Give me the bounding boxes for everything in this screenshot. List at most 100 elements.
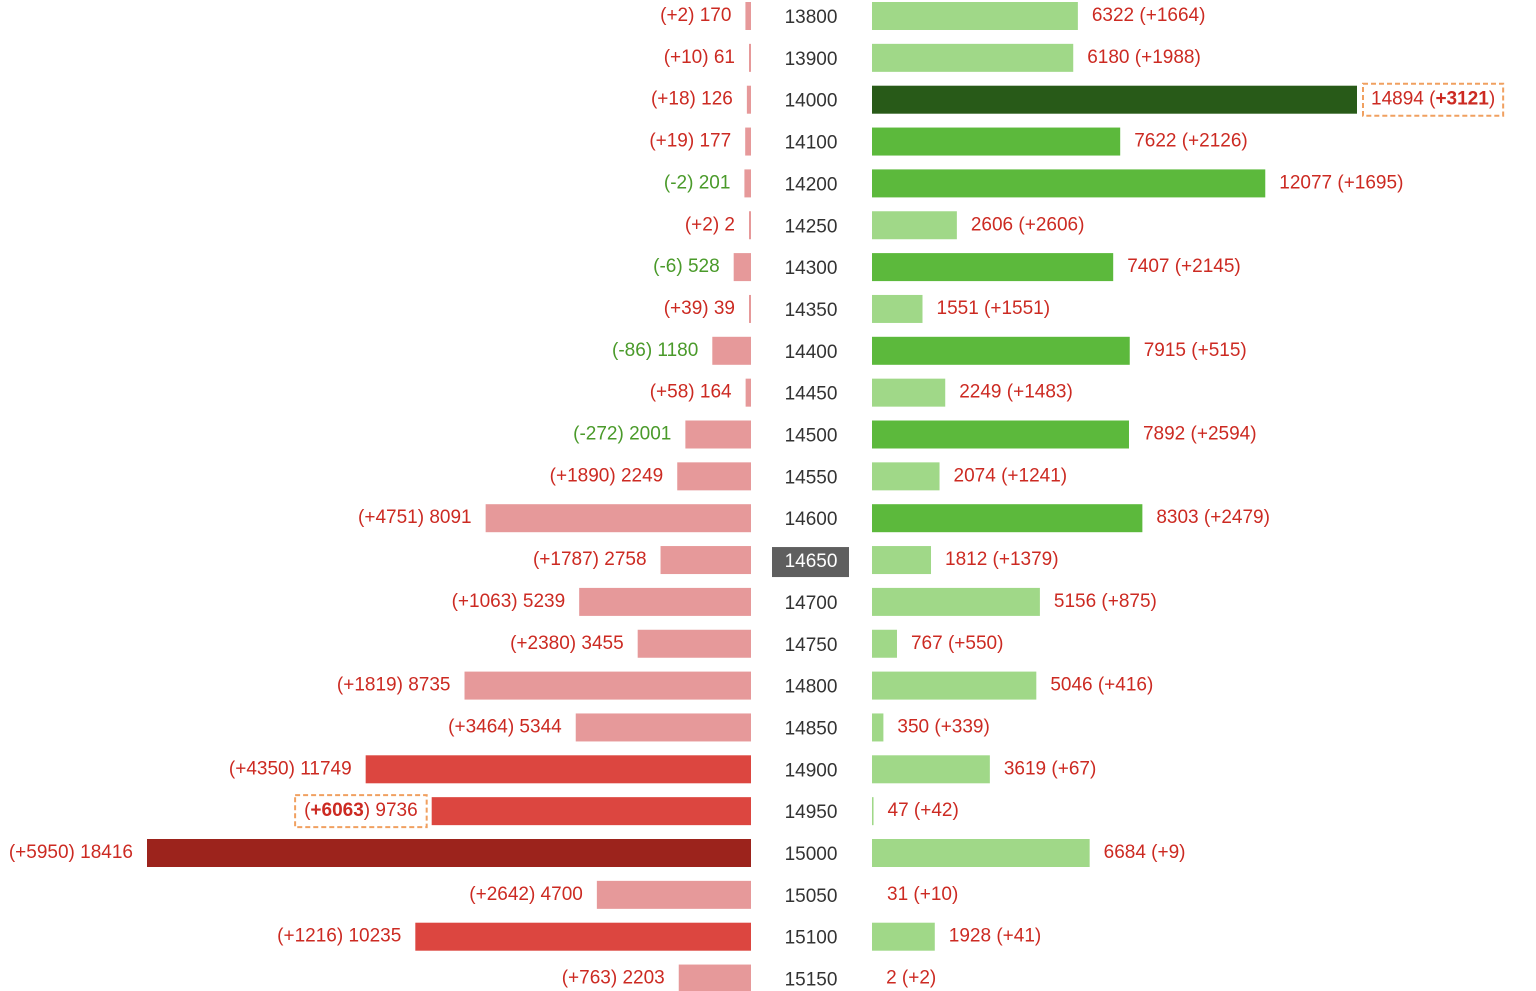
left-value-label: (+58) 164 bbox=[650, 382, 732, 403]
strike-label: 14850 bbox=[785, 718, 838, 739]
right-value-label: 767 (+550) bbox=[911, 633, 1003, 654]
left-value-label: (+2) 2 bbox=[685, 214, 735, 235]
right-bar bbox=[872, 629, 897, 658]
left-value-label: (+1890) 2249 bbox=[550, 465, 664, 486]
strike-label: 15150 bbox=[785, 970, 838, 991]
left-bar bbox=[746, 85, 751, 114]
right-value-label: 1551 (+1551) bbox=[937, 298, 1051, 319]
right-value-label: 12077 (+1695) bbox=[1279, 172, 1403, 193]
left-value-label: (+1819) 8735 bbox=[337, 675, 451, 696]
right-value-label: 8303 (+2479) bbox=[1156, 507, 1270, 528]
right-bar bbox=[872, 85, 1357, 114]
left-bar bbox=[685, 420, 751, 449]
right-value-label: 3619 (+67) bbox=[1004, 758, 1096, 779]
right-bar bbox=[872, 462, 940, 491]
left-bar bbox=[415, 922, 751, 951]
right-value-label: 2074 (+1241) bbox=[954, 465, 1068, 486]
left-bar bbox=[485, 504, 751, 533]
strike-label: 15000 bbox=[785, 844, 838, 865]
left-bar bbox=[748, 43, 751, 72]
left-value-label: (+10) 61 bbox=[664, 47, 735, 68]
left-bar bbox=[579, 587, 751, 616]
right-bar bbox=[872, 378, 946, 407]
right-value-label: 5156 (+875) bbox=[1054, 591, 1157, 612]
left-value-label: (+39) 39 bbox=[664, 298, 735, 319]
left-value-label: (+2380) 3455 bbox=[510, 633, 624, 654]
left-bar bbox=[575, 713, 751, 742]
left-bar bbox=[464, 671, 751, 700]
left-value-label: (+763) 2203 bbox=[562, 968, 665, 989]
strike-label: 14250 bbox=[785, 216, 838, 237]
left-bar bbox=[745, 378, 751, 407]
right-bar bbox=[872, 253, 1114, 282]
right-bar bbox=[872, 2, 1078, 30]
left-value-label: (+2) 170 bbox=[660, 5, 731, 26]
right-value-label: 6322 (+1664) bbox=[1092, 5, 1206, 26]
left-bar bbox=[365, 755, 751, 784]
left-value-label: (+5950) 18416 bbox=[9, 842, 133, 863]
right-value-label: 6180 (+1988) bbox=[1087, 47, 1201, 68]
right-value-label: 14894 (+3121) bbox=[1371, 89, 1495, 110]
left-bar bbox=[712, 336, 751, 365]
strike-label: 14400 bbox=[785, 342, 838, 363]
strike-label: 14500 bbox=[785, 426, 838, 447]
right-bar bbox=[872, 671, 1037, 700]
left-value-label: (+1216) 10235 bbox=[277, 926, 401, 947]
atm-strike-badge bbox=[772, 547, 849, 578]
right-bar bbox=[872, 127, 1121, 156]
right-value-label: 2249 (+1483) bbox=[959, 382, 1073, 403]
strike-label: 14550 bbox=[785, 467, 838, 488]
left-bar bbox=[678, 964, 751, 991]
right-bar bbox=[872, 755, 990, 784]
right-bar bbox=[872, 211, 957, 240]
right-bar bbox=[872, 420, 1129, 449]
right-value-label: 47 (+42) bbox=[888, 800, 959, 821]
left-value-label: (+19) 177 bbox=[649, 131, 731, 152]
strike-label: 14200 bbox=[785, 174, 838, 195]
right-bar bbox=[872, 43, 1074, 72]
strike-label: 15050 bbox=[785, 886, 838, 907]
left-bar bbox=[749, 211, 751, 240]
left-bar bbox=[749, 294, 751, 323]
left-value-label: (+4350) 11749 bbox=[229, 758, 352, 779]
strike-label: 14100 bbox=[785, 133, 838, 154]
right-bar bbox=[872, 839, 1090, 867]
left-bar bbox=[745, 2, 751, 30]
left-bar bbox=[637, 629, 751, 658]
right-bar bbox=[872, 713, 884, 742]
strike-label: 15100 bbox=[785, 928, 838, 949]
left-bar bbox=[733, 253, 751, 282]
right-value-label: 7622 (+2126) bbox=[1134, 131, 1248, 152]
left-value-label: (-6) 528 bbox=[653, 256, 720, 277]
right-value-label: 1812 (+1379) bbox=[945, 549, 1059, 570]
left-bar bbox=[596, 880, 751, 909]
right-value-label: 7407 (+2145) bbox=[1127, 256, 1241, 277]
strike-label: 13900 bbox=[785, 49, 838, 70]
strike-label: 14950 bbox=[785, 802, 838, 823]
left-value-label: (-86) 1180 bbox=[612, 340, 698, 361]
left-bar bbox=[147, 839, 751, 867]
right-bar bbox=[872, 169, 1266, 198]
left-bar bbox=[431, 797, 751, 826]
strike-label: 14450 bbox=[785, 384, 838, 405]
strike-label: 14750 bbox=[785, 635, 838, 656]
left-bar bbox=[744, 169, 751, 198]
right-bar bbox=[872, 294, 923, 323]
right-value-label: 7915 (+515) bbox=[1144, 340, 1247, 361]
highlight-box-right bbox=[1362, 82, 1505, 117]
left-value-label: (-272) 2001 bbox=[573, 424, 671, 445]
right-bar bbox=[872, 546, 932, 575]
strike-label: 14900 bbox=[785, 760, 838, 781]
right-value-label: 2606 (+2606) bbox=[971, 214, 1085, 235]
right-value-label: 1928 (+41) bbox=[949, 926, 1041, 947]
right-bar bbox=[872, 336, 1130, 365]
left-value-label: (-2) 201 bbox=[664, 172, 731, 193]
right-bar bbox=[872, 587, 1040, 616]
right-bar bbox=[872, 504, 1143, 533]
strike-label: 13800 bbox=[785, 7, 838, 28]
right-bar bbox=[872, 797, 874, 826]
strike-label: 14350 bbox=[785, 300, 838, 321]
right-value-label: 5046 (+416) bbox=[1050, 675, 1153, 696]
left-value-label: (+6063) 9736 bbox=[304, 800, 418, 821]
left-value-label: (+18) 126 bbox=[651, 89, 733, 110]
